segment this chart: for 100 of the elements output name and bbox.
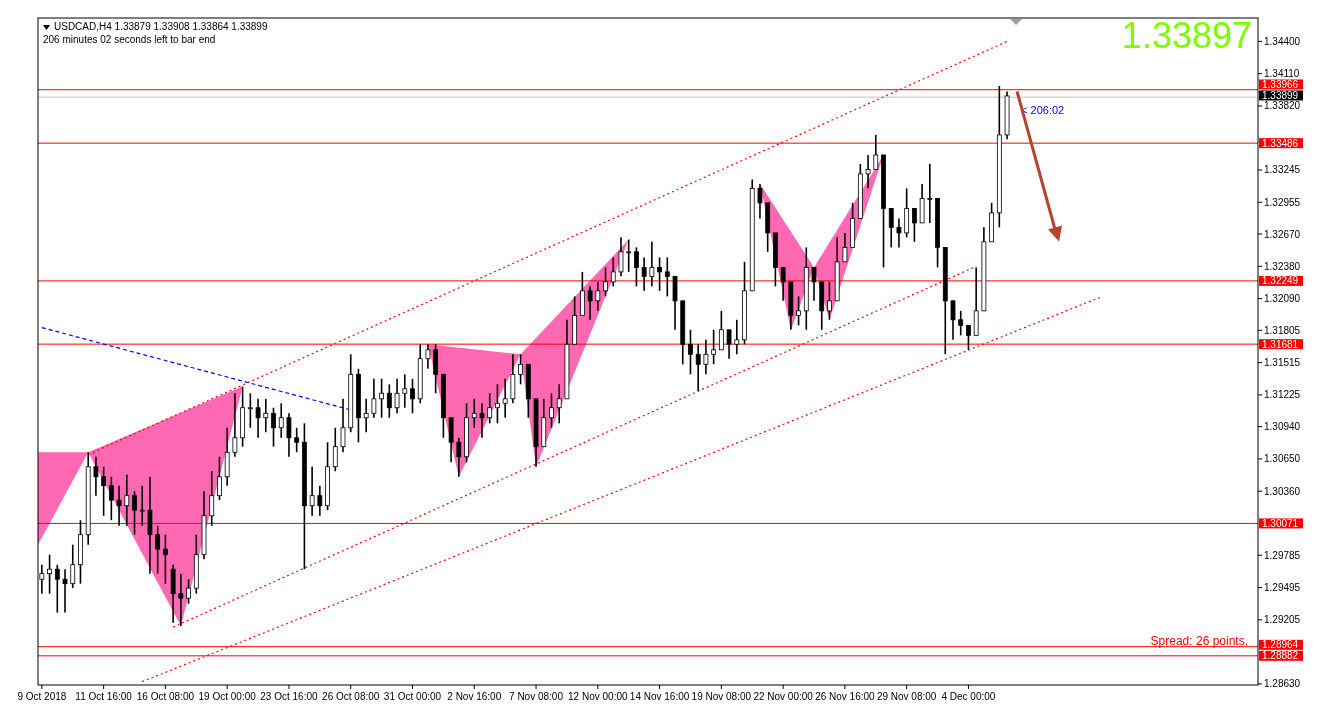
x-tick-label: 29 Nov 08:00 [876,691,937,702]
candlestick [309,465,315,517]
candlestick [271,406,276,448]
candlestick [549,392,554,429]
x-tick-label: 26 Oct 08:00 [322,691,380,702]
y-tick-label: 1.28630 [1264,678,1301,690]
candlestick [911,207,917,243]
y-tick-label: 1.30940 [1264,421,1301,433]
x-tick-label: 16 Oct 08:00 [136,691,195,702]
x-tick-label: 31 Oct 00:00 [383,691,442,702]
x-tick-label: 26 Nov 16:00 [815,691,876,702]
ref-line-label: 1.33899 [1262,89,1299,101]
x-tick-label: 14 Nov 16:00 [629,691,690,702]
y-tick-label: 1.33245 [1264,164,1301,176]
candlestick [108,475,114,521]
candlestick [518,353,523,386]
candlestick [402,373,408,409]
candlestick [603,266,608,298]
candlestick [278,402,284,439]
candlestick [394,377,400,415]
candlestick [317,484,323,517]
candlestick [610,256,616,288]
candlestick [124,473,130,527]
y-tick-label: 1.32955 [1264,196,1301,208]
x-tick-label: 23 Oct 16:00 [260,691,319,702]
candlestick [425,343,431,370]
candlestick [255,398,261,439]
text: 206 minutes 02 seconds left to bar end [43,34,216,45]
candlestick [247,392,253,429]
candlestick [116,484,122,527]
candlestick [664,256,670,298]
candlestick [649,241,655,288]
y-tick-label: 1.34400 [1264,35,1301,47]
y-tick-label: 1.34110 [1264,68,1300,80]
x-tick-label: 9 Oct 2018 [17,691,67,702]
candlestick [47,553,52,595]
candlestick [695,343,701,392]
y-tick-label: 1.31225 [1264,389,1301,401]
candlestick [958,310,964,337]
candlestick [139,484,145,527]
candlestick [688,328,693,376]
ref-line-label: 1.33966 [1262,78,1299,90]
candlestick [626,238,632,273]
candlestick [587,285,593,321]
ref-line-label: 1.30071 [1262,517,1299,529]
candlestick [757,183,763,220]
candlestick [371,377,377,419]
candlestick [340,398,346,454]
annotation: 1.33897 [1121,15,1252,56]
candlestick [294,426,300,454]
candlestick [93,455,99,497]
y-tick-label: 1.33820 [1264,100,1301,112]
candlestick [780,266,786,302]
y-tick-label: 1.31805 [1264,324,1301,336]
candlestick [487,392,493,425]
candlestick [186,578,191,605]
candlestick [479,402,485,439]
candlestick [263,398,269,434]
chart-title: USDCAD,H4 1.33879 1.33908 1.33864 1.33899 [54,21,268,32]
x-tick-label: 19 Nov 08:00 [691,691,752,702]
y-tick-label: 1.29205 [1264,614,1301,626]
y-tick-label: 1.32090 [1264,293,1301,305]
x-tick-label: 11 Oct 16:00 [75,691,133,702]
candlestick [363,398,369,434]
x-tick-label: 2 Nov 16:00 [447,691,502,702]
candlestick [379,377,385,419]
candlestick [132,490,137,536]
y-tick-label: 1.32380 [1264,260,1301,272]
candlestick [711,328,717,366]
candlestick [62,568,68,614]
candlestick [232,392,238,458]
candlestick [456,437,462,478]
candlestick [155,524,161,575]
x-tick-label: 12 Nov 00:00 [568,691,628,702]
candlestick [70,543,76,589]
candlestick [556,383,562,425]
candlestick [101,465,107,517]
candlestick [209,470,215,527]
candlestick [657,256,662,292]
candlestick [410,377,415,415]
ref-line-label: 1.31681 [1262,338,1299,350]
candlestick [386,383,392,419]
y-tick-label: 1.32670 [1264,228,1301,240]
candlestick [873,134,879,171]
y-tick-label: 1.31515 [1264,357,1301,369]
candlestick [634,246,639,288]
annotation: Spread: 26 points. [1150,634,1248,648]
ref-line-label: 1.32249 [1262,275,1299,287]
y-tick-label: 1.29785 [1264,549,1301,561]
ref-line-label: 1.28882 [1262,650,1299,662]
candlestick [502,377,508,419]
candlestick [842,232,848,263]
candlestick [178,572,184,627]
x-tick-label: 19 Oct 00:00 [198,691,257,702]
x-tick-label: 22 Nov 00:00 [753,691,814,702]
candlestick [827,281,832,321]
candlestick [927,163,933,224]
ref-line-label: 1.33486 [1262,137,1299,149]
candlestick [217,455,222,501]
candlestick [811,266,817,302]
